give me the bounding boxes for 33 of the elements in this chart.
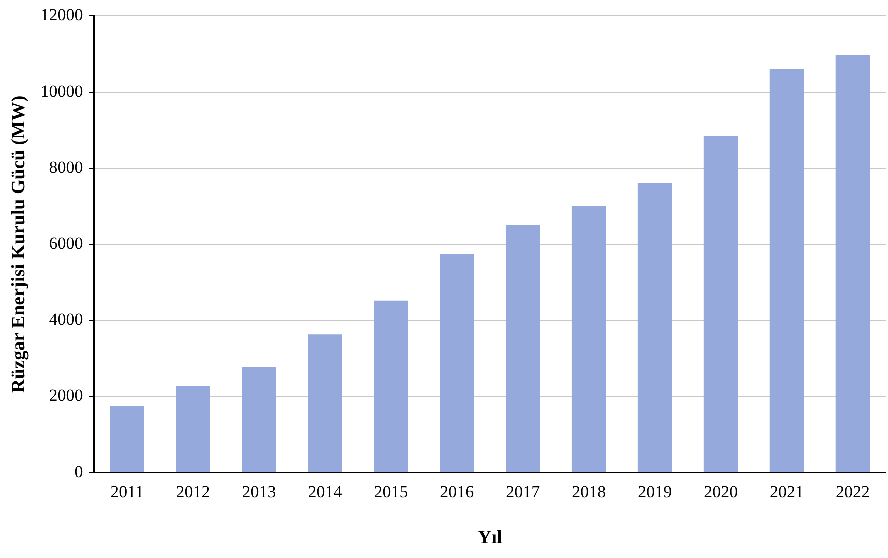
y-tick-label: 4000 <box>49 310 84 330</box>
bar <box>440 254 474 472</box>
x-tick-label: 2011 <box>110 482 144 502</box>
bar <box>704 136 738 472</box>
x-tick-label: 2013 <box>242 482 276 502</box>
y-tick-label: 10000 <box>40 82 84 101</box>
y-tick-label: 6000 <box>49 234 84 253</box>
bar <box>506 225 540 472</box>
x-tick-label: 2015 <box>374 482 408 502</box>
y-axis-title: Rüzgar Enerjisi Kurulu Gücü (MW) <box>8 96 30 394</box>
bar <box>242 367 276 472</box>
x-tick-label: 2018 <box>572 482 606 502</box>
bar <box>374 300 408 472</box>
x-tick-label: 2019 <box>638 482 672 502</box>
x-tick-label: 2014 <box>308 482 343 502</box>
x-tick-label: 2012 <box>176 482 210 502</box>
y-tick-label: 8000 <box>49 158 84 177</box>
x-tick-label: 2017 <box>506 482 541 502</box>
y-tick-label: 0 <box>74 462 84 482</box>
x-tick-label: 2021 <box>770 482 804 502</box>
y-tick-label: 12000 <box>40 6 84 25</box>
bar <box>638 183 672 472</box>
x-axis-title: Yıl <box>478 528 502 549</box>
x-tick-label: 2022 <box>836 482 870 502</box>
y-tick-label: 2000 <box>49 386 84 406</box>
bar <box>572 206 606 472</box>
bar <box>110 406 144 472</box>
bar <box>176 386 210 472</box>
bar <box>770 69 804 472</box>
bar <box>308 334 342 472</box>
x-tick-label: 2020 <box>704 482 738 502</box>
bar <box>836 55 870 472</box>
x-tick-label: 2016 <box>440 482 474 502</box>
